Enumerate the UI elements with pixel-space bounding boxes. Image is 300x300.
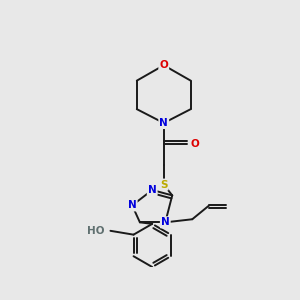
Text: O: O — [159, 60, 168, 70]
Text: O: O — [190, 139, 199, 149]
Text: N: N — [161, 217, 170, 227]
Text: N: N — [148, 185, 157, 195]
Text: S: S — [160, 180, 167, 190]
Text: N: N — [128, 200, 136, 210]
Text: HO: HO — [87, 226, 104, 236]
Text: N: N — [159, 118, 168, 128]
